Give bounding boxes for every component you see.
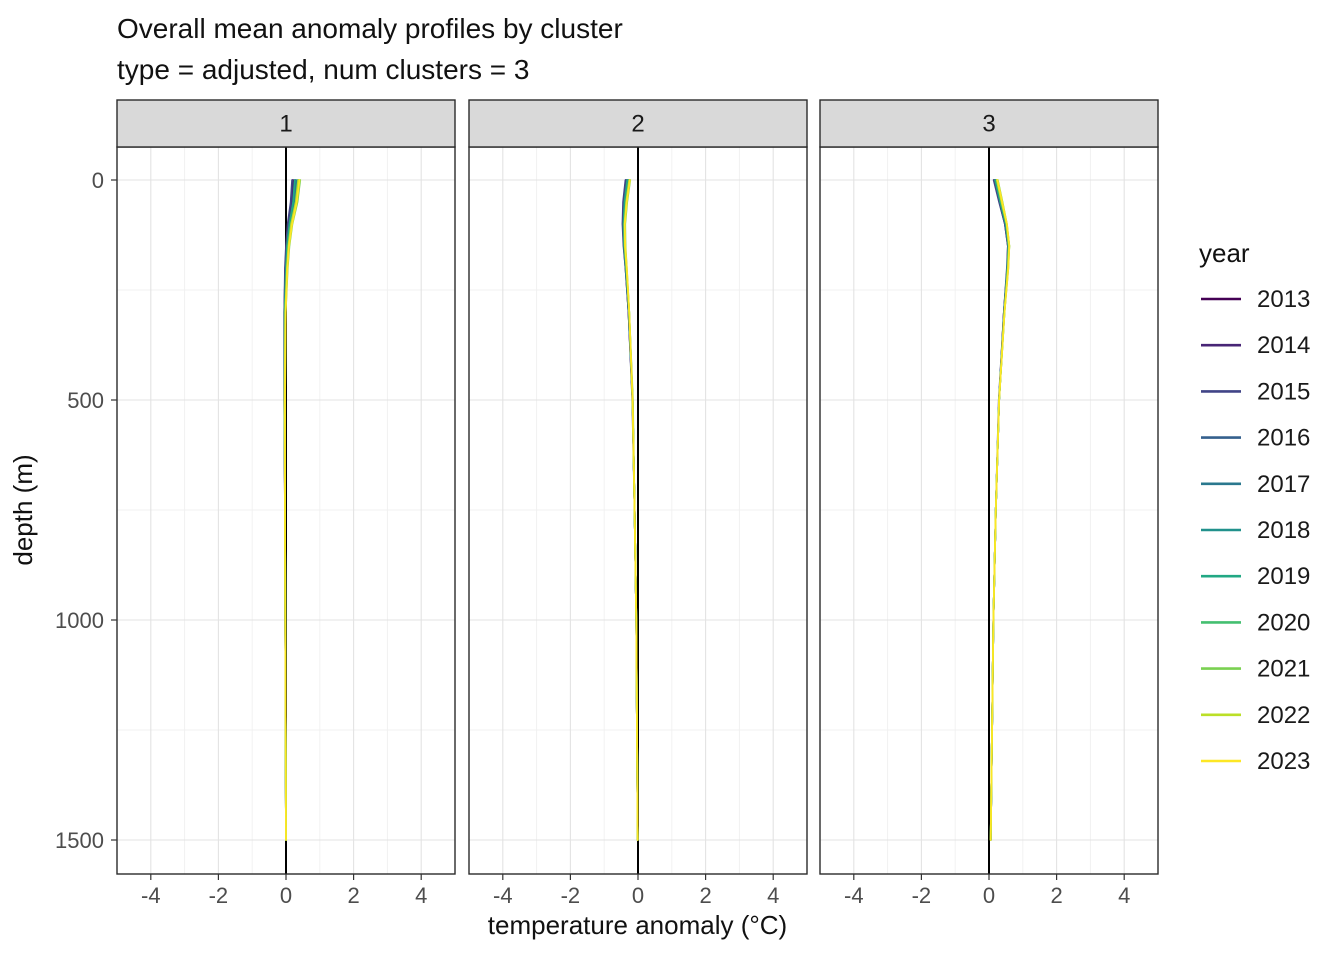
- legend-title: year: [1199, 238, 1250, 268]
- x-tick-label: -4: [493, 883, 513, 908]
- facet-strip: [116, 99, 456, 148]
- x-tick-label: -4: [844, 883, 864, 908]
- x-tick-label: 0: [632, 883, 644, 908]
- chart-title: Overall mean anomaly profiles by cluster: [117, 13, 623, 44]
- profile-line-2023: [989, 179, 1011, 841]
- legend-label: 2022: [1257, 702, 1310, 729]
- profile-line-2023: [623, 179, 639, 841]
- facet-strip: [468, 99, 808, 148]
- facet-strip-label: 1: [279, 111, 292, 138]
- legend-label: 2015: [1257, 378, 1310, 405]
- x-tick-label: -4: [141, 883, 161, 908]
- x-tick-label: -2: [209, 883, 229, 908]
- x-tick-label: 4: [767, 883, 779, 908]
- legend-label: 2021: [1257, 656, 1310, 683]
- legend-label: 2018: [1257, 517, 1310, 544]
- x-tick-label: 2: [347, 883, 359, 908]
- x-tick-label: 2: [699, 883, 711, 908]
- x-tick-label: -2: [912, 883, 932, 908]
- x-axis-title: temperature anomaly (°C): [488, 910, 787, 940]
- x-tick-label: 0: [983, 883, 995, 908]
- legend-label: 2016: [1257, 425, 1310, 452]
- x-tick-label: 0: [280, 883, 292, 908]
- x-tick-label: 2: [1050, 883, 1062, 908]
- y-tick-label: 0: [92, 168, 104, 193]
- profile-line-2023: [284, 179, 301, 841]
- facet-strip: [819, 99, 1159, 148]
- y-tick-label: 1000: [55, 608, 104, 633]
- legend-label: 2020: [1257, 609, 1310, 636]
- y-tick-label: 1500: [55, 828, 104, 853]
- x-tick-label: 4: [415, 883, 427, 908]
- legend-label: 2017: [1257, 471, 1310, 498]
- legend-label: 2023: [1257, 748, 1310, 775]
- chart-subtitle: type = adjusted, num clusters = 3: [117, 54, 530, 85]
- legend-label: 2013: [1257, 286, 1310, 313]
- y-tick-label: 500: [67, 388, 104, 413]
- x-tick-label: -2: [561, 883, 581, 908]
- y-axis-title: depth (m): [8, 454, 38, 565]
- x-tick-label: 4: [1118, 883, 1130, 908]
- legend-label: 2014: [1257, 332, 1310, 359]
- facet-strip-label: 2: [631, 111, 644, 138]
- legend-label: 2019: [1257, 563, 1310, 590]
- facet-strip-label: 3: [982, 111, 995, 138]
